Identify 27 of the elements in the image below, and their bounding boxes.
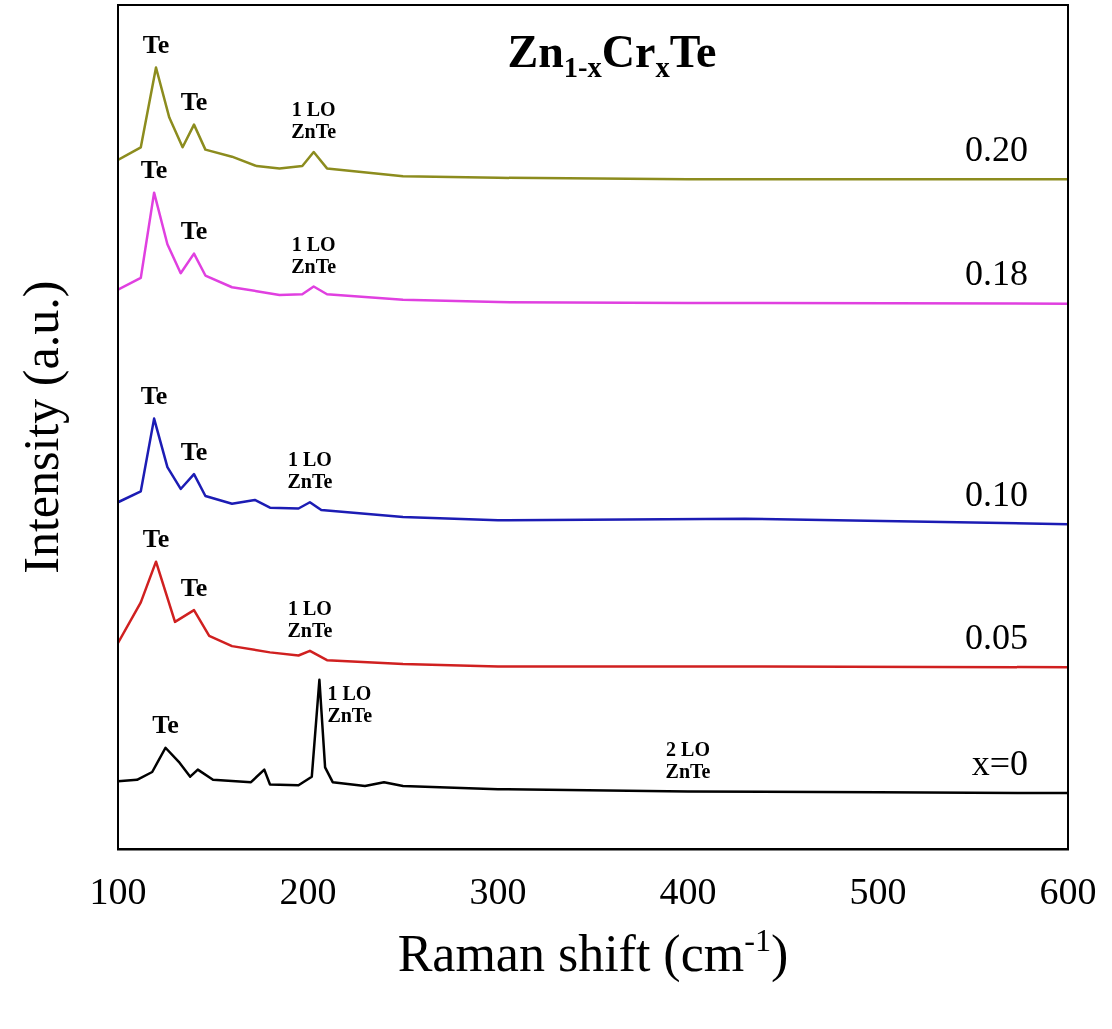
x-tick-label: 500 bbox=[849, 870, 907, 913]
annotation: 1 LO ZnTe bbox=[327, 681, 373, 726]
annotation: Te bbox=[142, 30, 170, 60]
annotation: Te bbox=[180, 436, 208, 466]
series-label: 0.20 bbox=[965, 128, 1028, 169]
series-label: 0.05 bbox=[965, 616, 1028, 657]
annotation: Te bbox=[142, 524, 170, 554]
annotation: 1 LO ZnTe bbox=[291, 232, 337, 277]
annotation: 1 LO ZnTe bbox=[287, 596, 333, 641]
annotation: Te bbox=[180, 572, 208, 602]
annotation: Te bbox=[140, 381, 168, 411]
x-tick-label: 400 bbox=[659, 870, 717, 913]
x-tick-label: 200 bbox=[279, 870, 337, 913]
series-label: 0.10 bbox=[965, 473, 1028, 514]
annotation: 1 LO ZnTe bbox=[287, 448, 333, 493]
x-tick-label: 600 bbox=[1039, 870, 1097, 913]
annotation: Te bbox=[152, 710, 179, 740]
x-tick-label: 100 bbox=[89, 870, 147, 913]
annotation: Te bbox=[180, 216, 208, 246]
annotation: 1 LO ZnTe bbox=[291, 98, 337, 143]
annotation: Te bbox=[180, 87, 208, 117]
y-axis-title: Intensity (a.u.) bbox=[13, 280, 69, 574]
series-label: 0.18 bbox=[965, 253, 1028, 294]
x-tick-label: 300 bbox=[469, 870, 527, 913]
series-label: x=0 bbox=[971, 742, 1028, 783]
annotation: Te bbox=[140, 155, 168, 185]
annotation: 2 LO ZnTe bbox=[665, 737, 711, 782]
